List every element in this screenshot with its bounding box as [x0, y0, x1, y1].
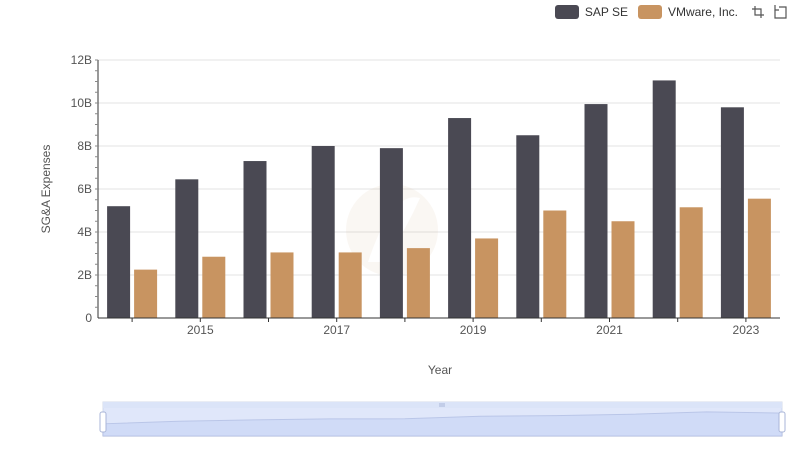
legend-item-sap[interactable]: SAP SE	[554, 5, 628, 19]
legend-swatch-vmware	[637, 5, 662, 19]
data-zoom-selection[interactable]	[103, 408, 782, 436]
bar-sap-2021[interactable]	[584, 104, 608, 318]
y-axis-title: SG&A Expenses	[39, 145, 53, 234]
legend-label-vmware: VMware, Inc.	[667, 5, 738, 19]
x-tick-label: 2021	[596, 323, 623, 337]
y-tick-label: 2B	[77, 268, 92, 282]
bar-sap-2019[interactable]	[448, 118, 472, 318]
bar-vmware-2022[interactable]	[679, 207, 703, 318]
legend: SAP SE VMware, Inc.	[554, 4, 788, 20]
legend-item-vmware[interactable]: VMware, Inc.	[637, 5, 738, 19]
x-axis: 2015 2017 2019 2021 2023	[98, 317, 780, 337]
bar-vmware-2020[interactable]	[543, 210, 567, 319]
x-tick-label: 2015	[187, 323, 214, 337]
x-axis-title: Year	[428, 363, 452, 377]
legend-swatch-sap	[554, 5, 579, 19]
bar-sap-2017[interactable]	[311, 146, 335, 318]
bar-vmware-2017[interactable]	[338, 252, 362, 318]
bar-sap-2022[interactable]	[652, 80, 676, 318]
restore-icon[interactable]	[772, 4, 788, 20]
data-zoom-grip-icon[interactable]	[439, 403, 445, 407]
grid-lines	[98, 59, 780, 276]
x-tick-label: 2023	[733, 323, 760, 337]
data-zoom-slider[interactable]	[99, 401, 786, 437]
y-tick-label: 4B	[77, 225, 92, 239]
bar-vmware-2018[interactable]	[406, 248, 430, 318]
y-axis: 0 2B 4B 6B 8B 10B 12B	[71, 53, 99, 325]
y-tick-label: 12B	[71, 53, 92, 67]
legend-label-sap: SAP SE	[584, 5, 628, 19]
bar-sap-2020[interactable]	[516, 135, 540, 318]
y-tick-label: 10B	[71, 96, 92, 110]
bar-sap-2018[interactable]	[379, 148, 403, 318]
x-tick-label: 2019	[460, 323, 487, 337]
bars	[107, 80, 771, 318]
zoom-icon[interactable]	[750, 4, 766, 20]
bar-vmware-2019[interactable]	[475, 238, 499, 318]
bar-sap-2014[interactable]	[107, 206, 131, 318]
bar-vmware-2023[interactable]	[747, 198, 771, 318]
bar-vmware-2021[interactable]	[611, 221, 635, 318]
y-tick-label: 8B	[77, 139, 92, 153]
data-zoom-handle-left[interactable]	[99, 411, 107, 433]
bar-sap-2016[interactable]	[243, 161, 267, 318]
bar-sap-2023[interactable]	[720, 107, 744, 318]
bar-vmware-2016[interactable]	[270, 252, 294, 318]
data-zoom-handle-right[interactable]	[778, 411, 786, 433]
bar-vmware-2014[interactable]	[134, 269, 158, 318]
y-tick-label: 0	[85, 311, 92, 325]
toolbox	[750, 4, 788, 20]
x-tick-label: 2017	[323, 323, 350, 337]
y-tick-label: 6B	[77, 182, 92, 196]
bar-sap-2015[interactable]	[175, 179, 199, 318]
bar-vmware-2015[interactable]	[202, 256, 226, 318]
